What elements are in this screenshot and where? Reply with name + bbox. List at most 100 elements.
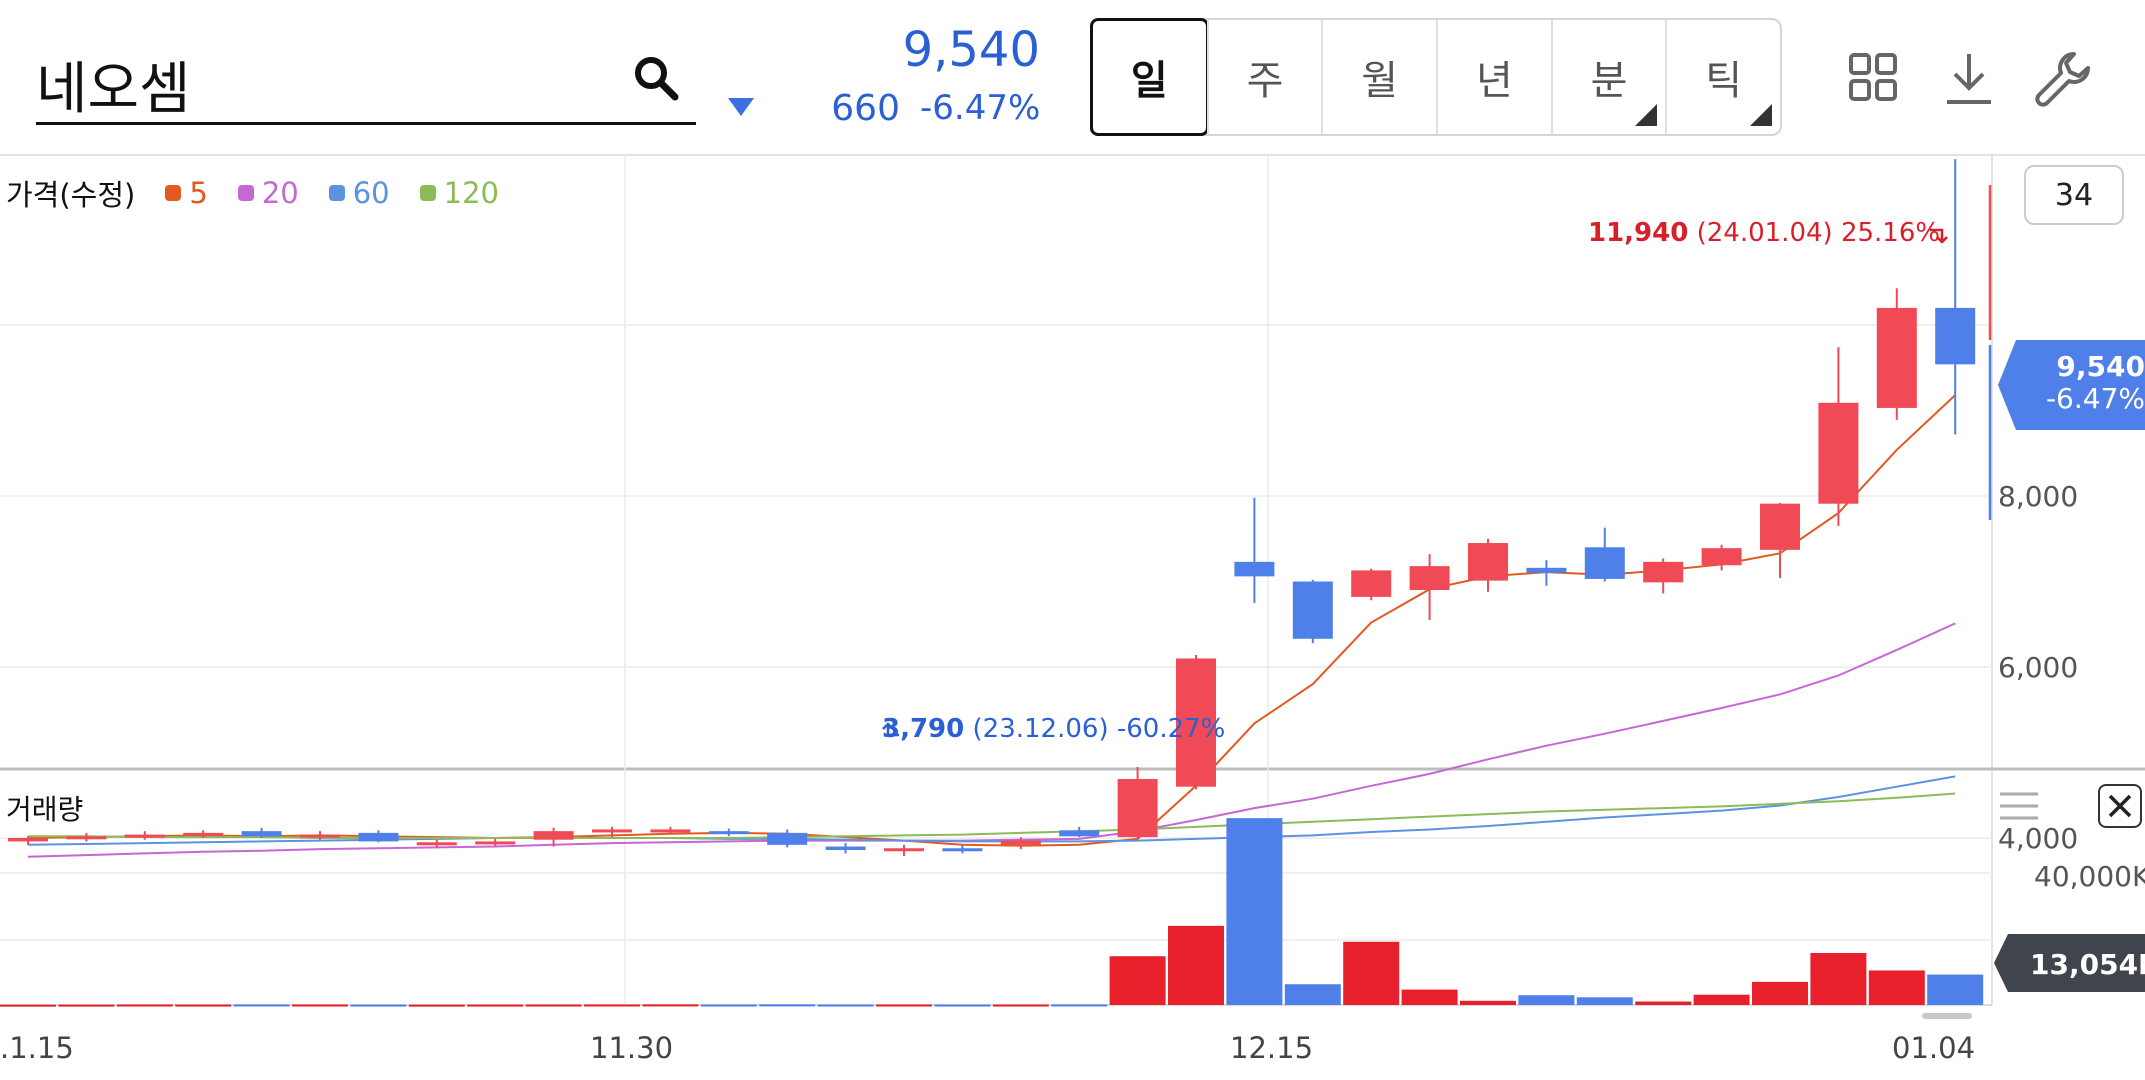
chart-legend: 가격(수정) 5 20 60 120 bbox=[6, 172, 499, 214]
candle-body bbox=[8, 838, 48, 842]
period-tab-1[interactable]: 주 bbox=[1206, 20, 1322, 134]
price-change: 660 bbox=[831, 88, 900, 129]
moving-average-ma5 bbox=[27, 394, 1956, 847]
period-tab-label: 분 bbox=[1590, 58, 1628, 104]
period-tab-5[interactable]: 틱 bbox=[1665, 20, 1780, 134]
current-price-badge bbox=[1998, 340, 2145, 430]
high-price: 11,940 bbox=[1588, 218, 1689, 248]
price-volume-chart[interactable]: 4,000 6,000 8,000 40,000K .1.15 11.30 12.15 01.… bbox=[0, 150, 2145, 1080]
legend-title: 가격(수정) bbox=[6, 178, 136, 212]
legend-item-ma60[interactable]: 60 bbox=[328, 176, 390, 210]
candle-body bbox=[475, 841, 516, 845]
volume-bar bbox=[584, 1004, 640, 1007]
grid-icon[interactable] bbox=[1848, 52, 1898, 102]
period-tab-2[interactable]: 월 bbox=[1321, 20, 1436, 134]
period-tab-0[interactable]: 일 bbox=[1090, 18, 1209, 136]
candle-body bbox=[1935, 307, 1976, 365]
volume-bar bbox=[233, 1004, 290, 1007]
period-tab-label: 년 bbox=[1475, 58, 1513, 104]
price-badge-percent: -6.47% bbox=[2045, 382, 2145, 415]
candle-body bbox=[1292, 581, 1333, 639]
stock-name[interactable]: 네오셈 bbox=[36, 57, 191, 122]
high-percent: 25.16% bbox=[1840, 218, 1941, 248]
low-price: 3,790 bbox=[882, 714, 965, 744]
candle-body bbox=[1117, 779, 1158, 838]
period-tab-label: 일 bbox=[1130, 58, 1168, 104]
submenu-corner-icon bbox=[1635, 104, 1658, 126]
volume-bar bbox=[350, 1004, 407, 1007]
volume-bar bbox=[1168, 925, 1224, 1005]
volume-bar bbox=[1868, 970, 1925, 1005]
candle-body bbox=[1818, 402, 1859, 504]
volume-title: 거래량 bbox=[6, 793, 84, 826]
scroll-indicator bbox=[1922, 1013, 1972, 1019]
candle-body bbox=[1176, 658, 1216, 787]
legend-label: 20 bbox=[261, 176, 299, 210]
volume-bar bbox=[467, 1004, 524, 1007]
candle-body bbox=[825, 846, 866, 850]
menu-icon[interactable] bbox=[1998, 790, 2040, 822]
price-axis-label: 4,000 bbox=[1998, 822, 2078, 855]
legend-swatch bbox=[419, 185, 436, 201]
low-percent: -60.27% bbox=[1116, 714, 1226, 744]
volume-bar bbox=[1226, 818, 1283, 1005]
legend-item-ma120[interactable]: 120 bbox=[419, 176, 499, 210]
moving-average-ma120 bbox=[28, 792, 1956, 839]
candle-body bbox=[767, 832, 808, 845]
volume-bar bbox=[759, 1004, 816, 1007]
volume-bar bbox=[1927, 974, 1984, 1005]
candle-body bbox=[66, 836, 107, 840]
period-low-annotation: 3,790 (23.12.06) -60.27% bbox=[882, 714, 1225, 744]
date-axis-label: .1.15 bbox=[0, 1031, 74, 1065]
legend-item-ma20[interactable]: 20 bbox=[237, 176, 299, 210]
download-icon[interactable] bbox=[1944, 52, 1994, 106]
volume-bar bbox=[817, 1004, 874, 1007]
volume-bar bbox=[642, 1004, 699, 1007]
candle-body bbox=[1059, 830, 1100, 837]
moving-average-ma60 bbox=[27, 775, 1956, 846]
search-field[interactable]: 네오셈 bbox=[36, 30, 696, 125]
date-axis-label: 11.30 bbox=[590, 1031, 673, 1065]
price-change-percent: -6.47% bbox=[920, 88, 1041, 128]
wrench-icon[interactable] bbox=[2034, 50, 2092, 108]
candle-body bbox=[533, 831, 574, 840]
candle-body bbox=[183, 832, 224, 836]
period-high-annotation: 11,940 (24.01.04) 25.16% bbox=[1588, 218, 1940, 248]
volume-badge bbox=[1994, 934, 2145, 992]
dropdown-icon[interactable] bbox=[728, 98, 754, 116]
candle-body bbox=[300, 834, 340, 838]
candle-body bbox=[1643, 561, 1684, 583]
volume-bar bbox=[0, 1004, 56, 1007]
candle-count-box[interactable]: 34 bbox=[2024, 165, 2124, 225]
price-axis-label: 8,000 bbox=[1998, 480, 2078, 513]
close-icon[interactable] bbox=[2098, 784, 2142, 828]
search-icon[interactable] bbox=[632, 54, 680, 102]
candle-body bbox=[1000, 840, 1041, 845]
moving-average-ma20 bbox=[27, 622, 1956, 858]
legend-item-ma5[interactable]: 5 bbox=[165, 176, 208, 210]
current-price: 9,540 bbox=[902, 22, 1040, 78]
period-tab-4[interactable]: 분 bbox=[1550, 20, 1666, 134]
volume-bar bbox=[1810, 952, 1867, 1005]
candle-body bbox=[1468, 543, 1508, 581]
low-arrow-icon bbox=[882, 722, 899, 737]
volume-bar bbox=[1109, 956, 1166, 1005]
date-axis-label: 12.15 bbox=[1230, 1031, 1313, 1065]
volume-bar bbox=[1051, 1004, 1108, 1007]
candle-body bbox=[1234, 561, 1275, 577]
date-axis-label: 01.04 bbox=[1892, 1031, 1975, 1065]
period-tab-label: 틱 bbox=[1705, 58, 1743, 104]
period-tab-3[interactable]: 년 bbox=[1436, 20, 1551, 134]
legend-swatch bbox=[165, 185, 182, 201]
high-arrow-icon bbox=[1930, 228, 1948, 244]
volume-bar bbox=[700, 1004, 757, 1007]
volume-bar bbox=[292, 1004, 348, 1007]
candle-body bbox=[1584, 547, 1625, 579]
candle-body bbox=[592, 829, 632, 833]
legend-label: 60 bbox=[352, 176, 390, 210]
candle-body bbox=[884, 848, 924, 852]
volume-bar bbox=[116, 1004, 173, 1007]
candle-body bbox=[1876, 307, 1917, 408]
volume-bar bbox=[1518, 995, 1575, 1005]
